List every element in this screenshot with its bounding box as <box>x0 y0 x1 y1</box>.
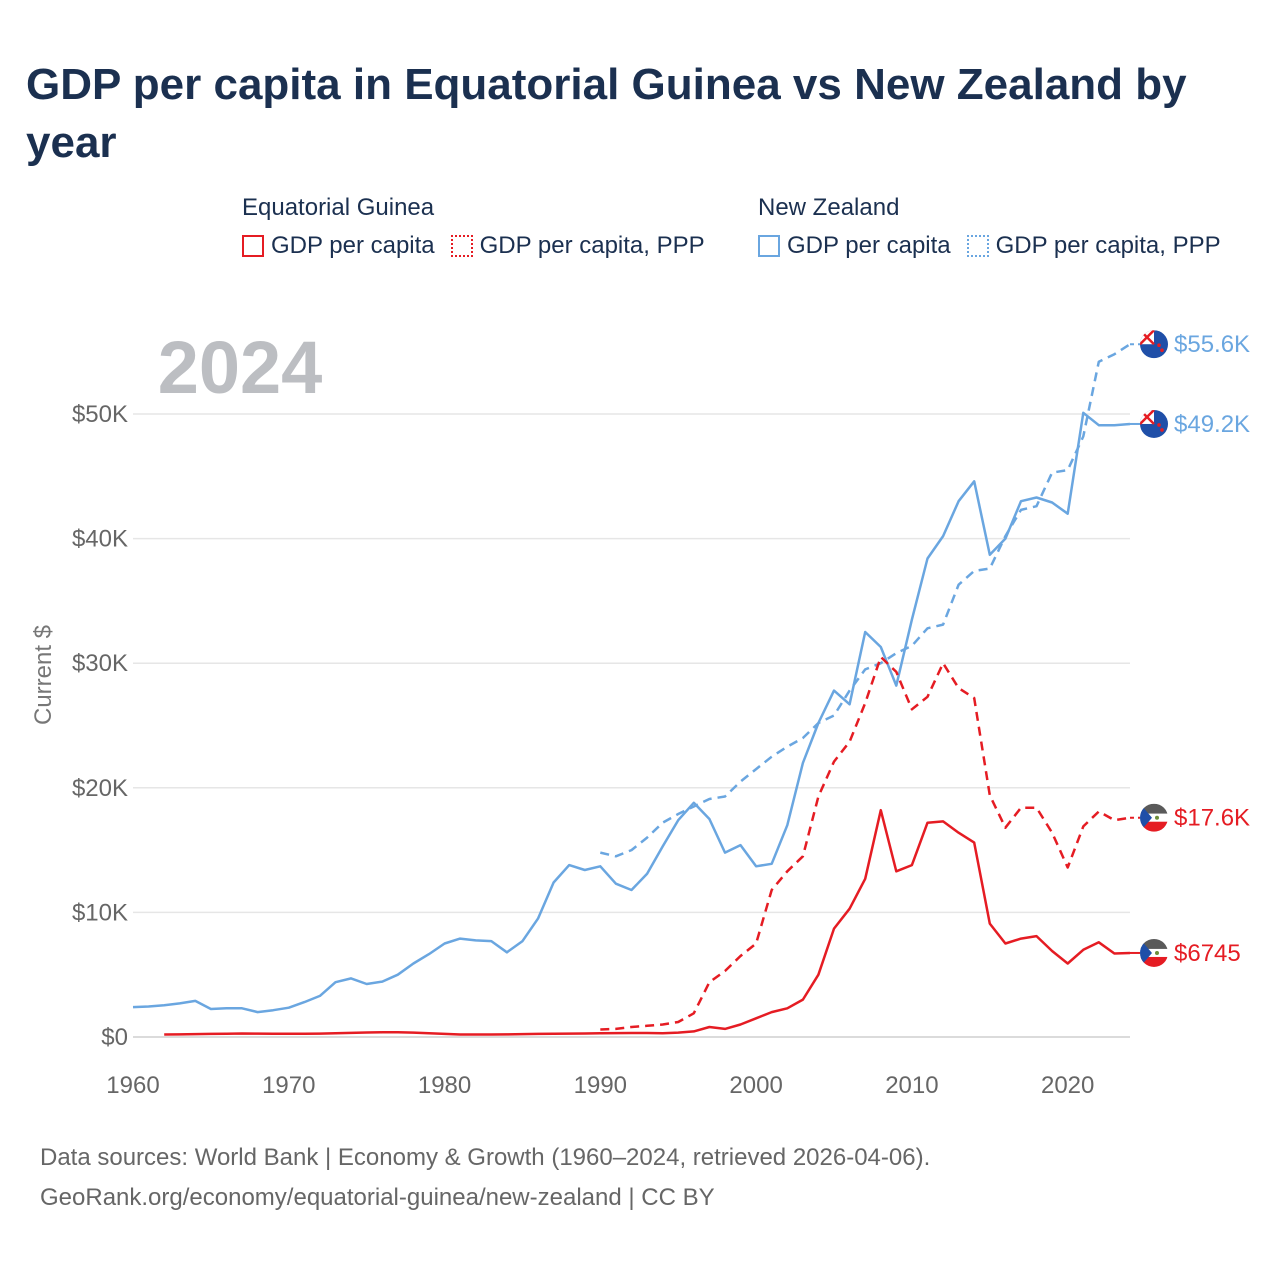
end-value-label: $17.6K <box>1174 805 1250 832</box>
x-tick-label: 2020 <box>1041 1072 1094 1099</box>
gridlines <box>133 413 1130 1038</box>
footer: Data sources: World Bank | Economy & Gro… <box>40 1138 930 1218</box>
y-axis: $0 $10K $20K $30K $40K $50K <box>72 401 128 1051</box>
x-tick-label: 1960 <box>106 1072 159 1099</box>
legend-swatch-solid-icon <box>758 235 780 257</box>
legend-swatch-dotted-icon <box>450 235 473 257</box>
series-line[interactable] <box>164 808 1131 1036</box>
x-tick-label: 1970 <box>262 1072 315 1099</box>
equatorial-guinea-flag-icon <box>1140 803 1168 832</box>
y-tick-label: $20K <box>72 775 128 802</box>
legend-label: GDP per capita <box>271 232 435 259</box>
y-tick-label: $10K <box>72 899 128 926</box>
end-value-label: $49.2K <box>1174 411 1250 438</box>
y-tick-label: $0 <box>101 1024 128 1051</box>
footer-link[interactable]: GeoRank.org/economy/equatorial-guinea/ne… <box>40 1184 715 1211</box>
legend-item-nz-gdp[interactable]: GDP per capita <box>758 232 951 260</box>
y-tick-label: $40K <box>72 526 128 553</box>
legend-swatch-solid-icon <box>242 235 264 257</box>
new-zealand-flag-icon <box>1140 409 1168 438</box>
equatorial-guinea-flag-icon <box>1140 938 1168 967</box>
legend-group-equatorial-guinea: Equatorial Guinea GDP per capita GDP per… <box>242 194 705 260</box>
legend-item-gq-gdp-ppp[interactable]: GDP per capita, PPP <box>450 232 705 260</box>
legend-heading: Equatorial Guinea <box>242 194 435 221</box>
legend-label: GDP per capita <box>787 232 951 259</box>
x-axis: 1960 1970 1980 1990 2000 2010 2020 <box>106 1072 1094 1099</box>
x-tick-label: 1980 <box>418 1072 471 1099</box>
legend-heading: New Zealand <box>758 194 900 221</box>
legend-label: GDP per capita, PPP <box>479 232 705 259</box>
x-tick-label: 2000 <box>729 1072 782 1099</box>
legend-group-new-zealand: New Zealand GDP per capita GDP per capit… <box>758 194 1221 260</box>
series-line[interactable] <box>600 343 1131 858</box>
legend-label: GDP per capita, PPP <box>995 232 1221 259</box>
new-zealand-flag-icon <box>1140 330 1168 359</box>
legend-item-gq-gdp[interactable]: GDP per capita <box>242 232 435 260</box>
y-tick-label: $30K <box>72 650 128 677</box>
y-axis-label: Current $ <box>30 625 57 725</box>
series-line[interactable] <box>600 655 1131 1031</box>
series-line[interactable] <box>132 411 1131 1014</box>
y-tick-label: $50K <box>72 401 128 428</box>
end-value-label: $55.6K <box>1174 331 1250 358</box>
series-lines <box>132 343 1131 1036</box>
end-labels: $49.2K $55.6K $6745 $17.6K <box>1130 330 1250 967</box>
x-tick-label: 2010 <box>885 1072 938 1099</box>
year-watermark: 2024 <box>158 326 323 409</box>
x-tick-label: 1990 <box>574 1072 627 1099</box>
end-value-label: $6745 <box>1174 940 1241 967</box>
legend-item-nz-gdp-ppp[interactable]: GDP per capita, PPP <box>966 232 1221 260</box>
legend-swatch-dotted-icon <box>966 235 989 257</box>
chart-title: GDP per capita in Equatorial Guinea vs N… <box>26 60 1187 167</box>
footer-sources: Data sources: World Bank | Economy & Gro… <box>40 1144 931 1171</box>
